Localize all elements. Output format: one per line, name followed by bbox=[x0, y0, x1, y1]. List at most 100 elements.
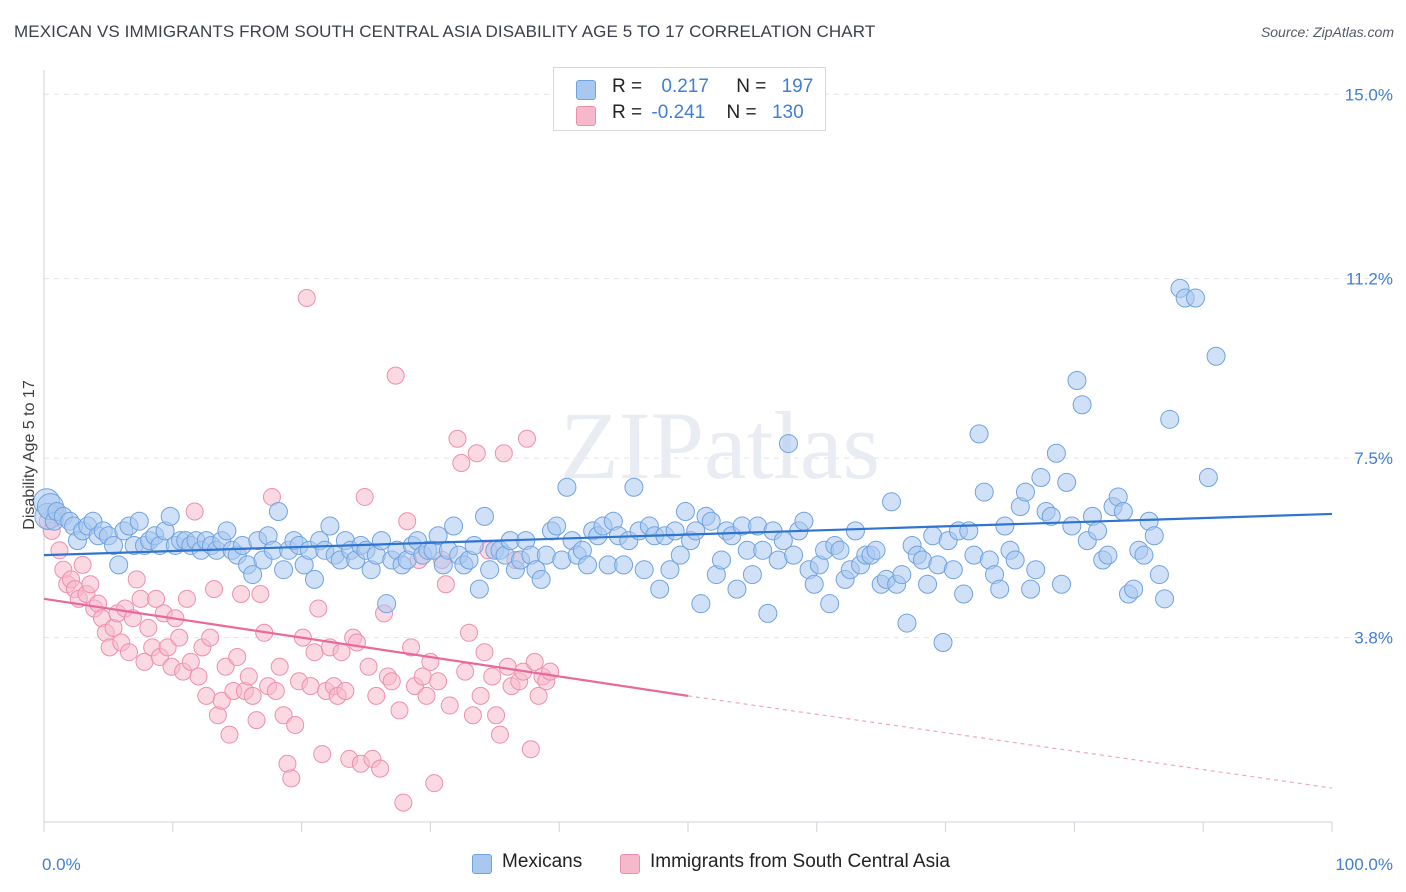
data-point-immigrants bbox=[232, 584, 251, 603]
data-point-mexicans bbox=[670, 545, 690, 565]
data-point-immigrants bbox=[297, 289, 316, 308]
data-point-immigrants bbox=[309, 599, 328, 618]
axes bbox=[43, 70, 1333, 832]
data-point-immigrants bbox=[417, 686, 436, 705]
data-point-mexicans bbox=[1052, 574, 1072, 594]
data-point-mexicans bbox=[1113, 501, 1133, 521]
data-point-mexicans bbox=[897, 613, 917, 633]
data-point-mexicans bbox=[1072, 395, 1092, 415]
data-point-mexicans bbox=[1015, 482, 1035, 502]
data-point-mexicans bbox=[943, 560, 963, 580]
data-point-mexicans bbox=[614, 555, 634, 575]
data-point-immigrants bbox=[243, 686, 262, 705]
data-point-mexicans bbox=[1149, 565, 1169, 585]
data-point-immigrants bbox=[266, 682, 285, 701]
data-point-mexicans bbox=[1067, 371, 1087, 391]
data-point-mexicans bbox=[758, 603, 778, 623]
data-point-mexicans bbox=[784, 545, 804, 565]
data-point-immigrants bbox=[185, 502, 204, 521]
data-point-immigrants bbox=[521, 740, 540, 759]
data-point-mexicans bbox=[274, 560, 294, 580]
data-point-immigrants bbox=[247, 711, 266, 730]
data-point-immigrants bbox=[201, 628, 220, 647]
data-point-immigrants bbox=[286, 715, 305, 734]
data-point-mexicans bbox=[753, 540, 773, 560]
data-point-immigrants bbox=[147, 589, 166, 608]
data-point-mexicans bbox=[1021, 579, 1041, 599]
trend-line-immigrants-extrapolated bbox=[687, 695, 1333, 789]
y-tick-labels: 3.8% 7.5% 11.2% 15.0% bbox=[1345, 85, 1393, 647]
data-point-immigrants bbox=[332, 643, 351, 662]
data-point-immigrants bbox=[525, 652, 544, 671]
data-point-mexicans bbox=[1041, 506, 1061, 526]
chart-title: MEXICAN VS IMMIGRANTS FROM SOUTH CENTRAL… bbox=[14, 22, 876, 41]
data-point-immigrants bbox=[371, 759, 390, 778]
data-point-immigrants bbox=[228, 648, 247, 667]
data-point-mexicans bbox=[268, 501, 288, 521]
data-point-mexicans bbox=[918, 574, 938, 594]
data-point-mexicans bbox=[954, 584, 974, 604]
data-point-mexicans bbox=[660, 560, 680, 580]
data-point-immigrants bbox=[170, 628, 189, 647]
data-point-immigrants bbox=[81, 575, 100, 594]
data-point-immigrants bbox=[189, 667, 208, 686]
legend-swatch-blue bbox=[472, 854, 492, 874]
data-point-mexicans bbox=[845, 521, 865, 541]
data-point-immigrants bbox=[205, 580, 224, 599]
data-point-mexicans bbox=[990, 579, 1010, 599]
data-point-mexicans bbox=[1057, 472, 1077, 492]
data-point-immigrants bbox=[471, 686, 490, 705]
data-point-mexicans bbox=[650, 579, 670, 599]
data-point-mexicans bbox=[1031, 468, 1051, 488]
data-point-immigrants bbox=[123, 609, 142, 628]
data-point-immigrants bbox=[131, 589, 150, 608]
data-point-immigrants bbox=[251, 584, 270, 603]
data-point-mexicans bbox=[727, 579, 747, 599]
data-point-immigrants bbox=[313, 745, 332, 764]
data-point-immigrants bbox=[456, 662, 475, 681]
data-point-immigrants bbox=[490, 725, 509, 744]
legend-r-label: R = bbox=[612, 76, 643, 97]
data-point-immigrants bbox=[425, 774, 444, 793]
data-point-mexicans bbox=[217, 521, 237, 541]
data-point-mexicans bbox=[320, 516, 340, 536]
data-point-immigrants bbox=[212, 691, 231, 710]
data-point-immigrants bbox=[305, 643, 324, 662]
legend-label-immigrants: Immigrants from South Central Asia bbox=[650, 851, 950, 872]
data-point-immigrants bbox=[440, 696, 459, 715]
data-point-immigrants bbox=[239, 667, 258, 686]
trend-lines bbox=[43, 512, 1333, 789]
data-point-mexicans bbox=[820, 594, 840, 614]
data-point-mexicans bbox=[804, 574, 824, 594]
data-point-mexicans bbox=[1144, 526, 1164, 546]
data-point-immigrants bbox=[216, 657, 235, 676]
data-point-mexicans bbox=[933, 632, 953, 652]
chart-source: Source: ZipAtlas.com bbox=[1260, 24, 1394, 40]
legend-swatch-pink bbox=[576, 106, 596, 126]
data-point-immigrants bbox=[120, 643, 139, 662]
data-point-immigrants bbox=[274, 706, 293, 725]
legend-r-label: R = bbox=[612, 102, 643, 123]
y-tick-label: 3.8% bbox=[1354, 629, 1393, 648]
data-point-immigrants bbox=[402, 638, 421, 657]
data-point-immigrants bbox=[359, 657, 378, 676]
data-point-immigrants bbox=[382, 672, 401, 691]
data-point-immigrants bbox=[541, 662, 560, 681]
data-point-immigrants bbox=[139, 618, 158, 637]
data-point-mexicans bbox=[464, 535, 484, 555]
data-point-immigrants bbox=[467, 444, 486, 463]
data-point-mexicans bbox=[969, 424, 989, 444]
data-point-mexicans bbox=[547, 516, 567, 536]
data-point-immigrants bbox=[448, 429, 467, 448]
data-point-mexicans bbox=[371, 531, 391, 551]
y-tick-label: 15.0% bbox=[1345, 85, 1393, 104]
legend-n-value: 130 bbox=[771, 102, 804, 123]
legend-swatch-pink bbox=[620, 854, 640, 874]
data-point-mexicans bbox=[1026, 560, 1046, 580]
data-point-mexicans bbox=[480, 560, 500, 580]
data-point-immigrants bbox=[452, 453, 471, 472]
data-point-mexicans bbox=[557, 477, 577, 497]
data-point-mexicans bbox=[892, 565, 912, 585]
trend-line-immigrants bbox=[43, 597, 689, 697]
